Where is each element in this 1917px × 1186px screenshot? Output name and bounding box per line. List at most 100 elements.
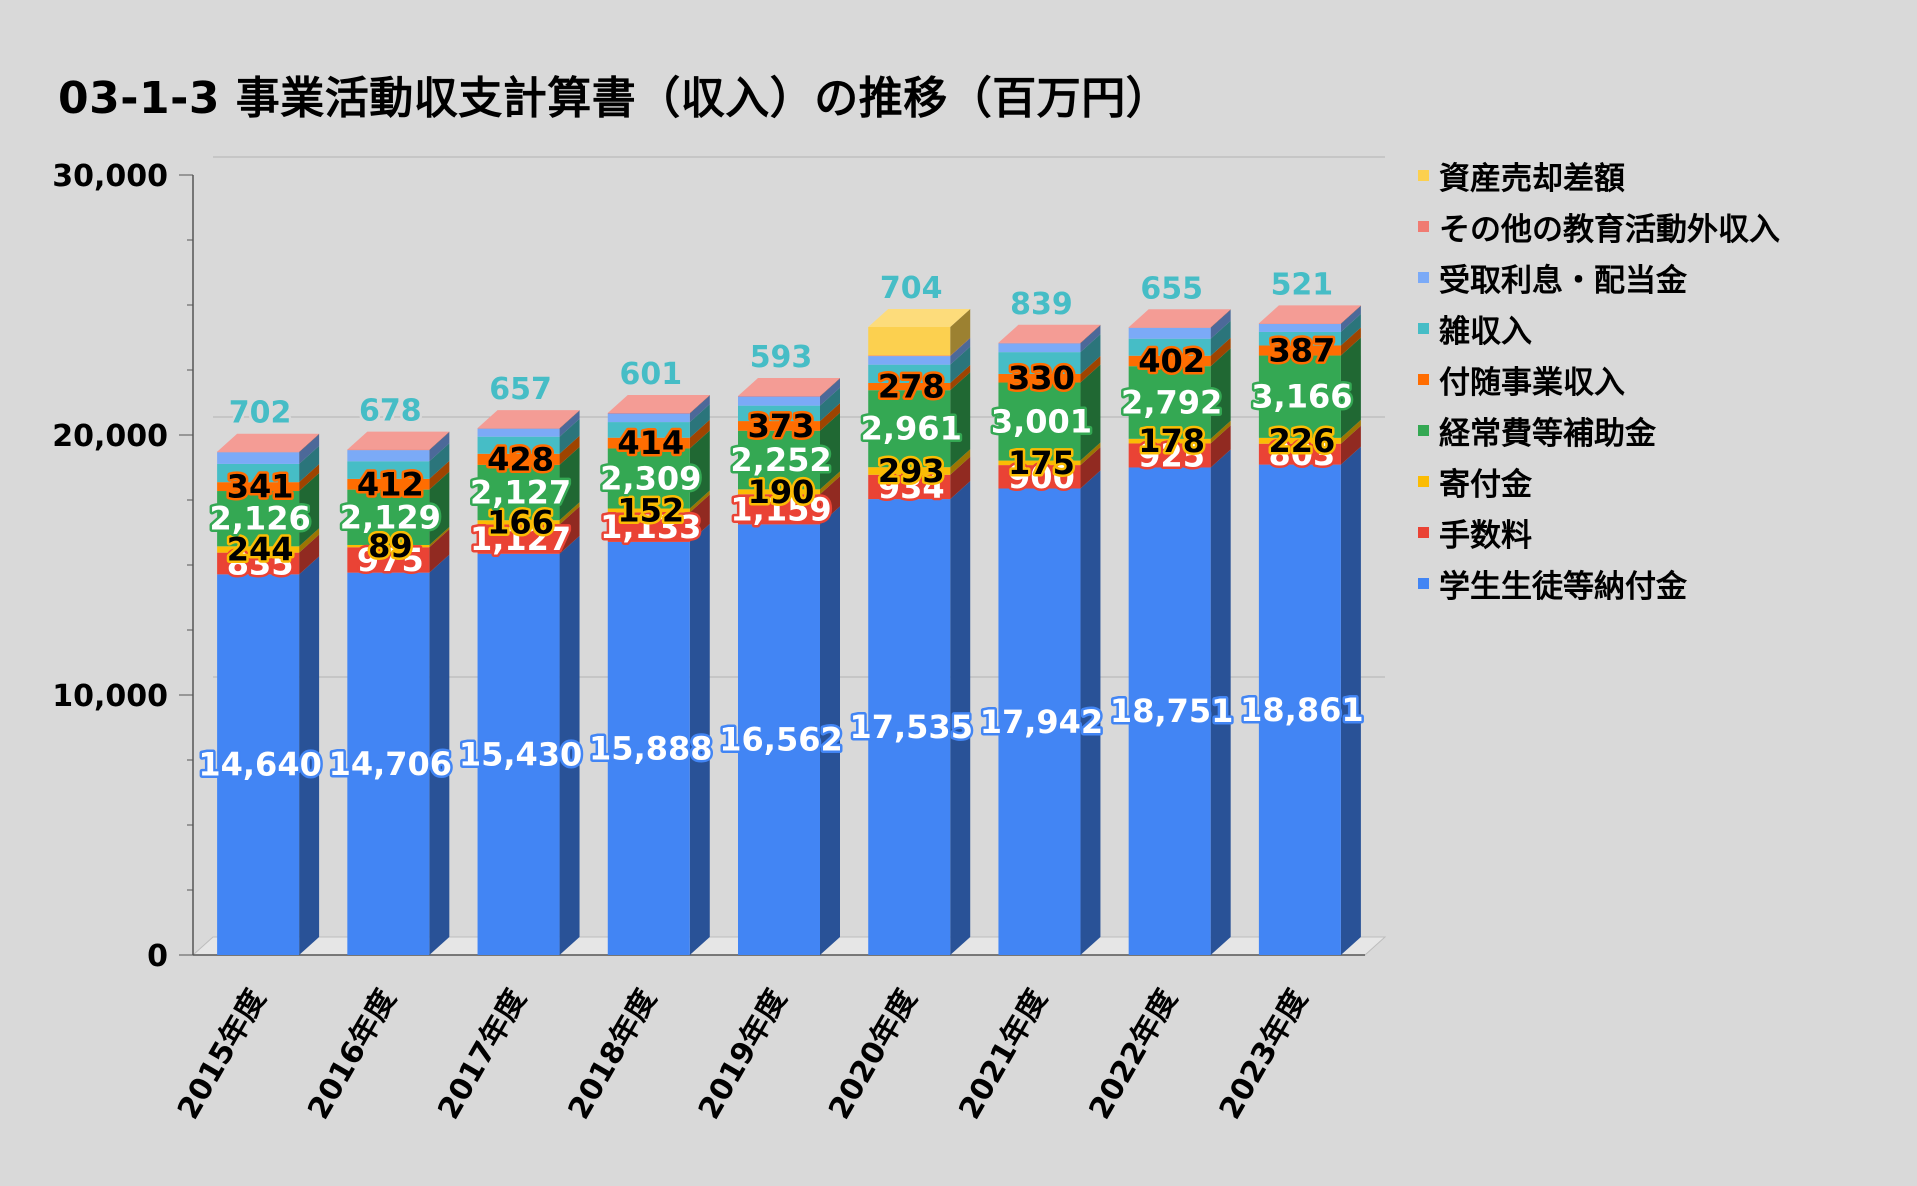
bar-segment-side	[950, 308, 971, 356]
data-label: 14,706	[329, 745, 452, 783]
bar-segment	[217, 546, 300, 553]
y-tick-label: 0	[147, 939, 168, 974]
bar-segment	[738, 405, 820, 422]
legend-label: その他の教育活動外収入	[1439, 212, 1780, 248]
data-label: 839	[1010, 287, 1073, 322]
bar-segment	[1128, 366, 1211, 439]
bar-segment-side	[429, 460, 450, 490]
bar-segment-side	[1210, 337, 1231, 367]
bar-segment	[1128, 438, 1211, 444]
x-tick-label: 2017年度	[431, 984, 533, 1126]
bar-segment	[217, 452, 300, 464]
data-label: 975	[357, 541, 424, 579]
bar-segment-side	[689, 430, 710, 509]
bar-segment-side	[689, 394, 710, 414]
data-label: 900	[1008, 458, 1075, 496]
x-tick-label: 2019年度	[692, 984, 794, 1126]
bar-segment	[1128, 355, 1211, 367]
legend-swatch	[1418, 170, 1429, 181]
bar-top	[1128, 309, 1231, 328]
legend-label: 付随事業収入	[1439, 365, 1625, 401]
bar-segment-side	[820, 378, 840, 397]
bar-segment-side	[1210, 425, 1231, 468]
bar-segment	[738, 489, 820, 495]
bar-segment	[477, 553, 560, 955]
bar-segment	[477, 428, 560, 429]
data-label: 601	[619, 357, 682, 392]
bar-segment-side	[429, 431, 450, 451]
bar-top	[868, 308, 971, 327]
bar-segment-side	[689, 419, 710, 449]
bar-segment	[477, 520, 560, 525]
bar-segment-side	[1080, 324, 1101, 344]
bar-segment-side	[1080, 364, 1101, 461]
data-label: 178	[1138, 422, 1205, 460]
bar-segment-side	[950, 364, 971, 391]
bar-segment	[347, 572, 430, 955]
bar-segment-side	[950, 372, 971, 468]
data-label: 2,961	[861, 410, 962, 448]
bar-segment	[347, 461, 430, 479]
bar-segment	[998, 352, 1081, 374]
bar-group	[1128, 309, 1231, 955]
bar-segment-side	[299, 556, 320, 955]
bar-segment	[868, 355, 951, 357]
legend-label: 資産売却差額	[1439, 161, 1625, 197]
bar-segment	[217, 463, 300, 483]
data-label: 414	[617, 424, 684, 462]
legend: 資産売却差額 その他の教育活動外収入 受取利息・配当金 雑収入 付随事業収入 経常費等補助…	[1418, 150, 1780, 609]
bar-group	[998, 324, 1101, 955]
bar-segment	[347, 449, 430, 451]
data-label: 803	[1268, 435, 1335, 473]
bar-group	[1258, 305, 1361, 955]
bar-segment-side	[1210, 320, 1231, 356]
bar-segment-side	[689, 494, 710, 542]
data-label: 278	[878, 368, 945, 406]
bar-segment-side	[299, 528, 320, 553]
bar-segment	[998, 382, 1081, 461]
bar-segment	[868, 474, 951, 500]
data-label: 934	[878, 468, 945, 506]
bar-segment-side	[1210, 309, 1231, 339]
bar-segment-side	[1080, 334, 1101, 374]
bar-segment	[477, 436, 560, 454]
bar-segment	[738, 421, 820, 431]
x-tick-label: 2016年度	[301, 984, 403, 1126]
bar-top	[607, 394, 710, 413]
bar-segment	[738, 396, 820, 397]
legend-swatch	[1418, 476, 1429, 487]
bar-segment-side	[1210, 348, 1231, 439]
bar-segment	[217, 491, 300, 547]
bar-segment-side	[950, 449, 971, 475]
bar-segment	[607, 541, 690, 955]
bar-segment	[217, 451, 300, 453]
bar-segment-side	[820, 476, 840, 525]
bar-segment-side	[299, 464, 320, 492]
data-label: 373	[748, 407, 815, 445]
bar-segment-side	[429, 443, 450, 479]
bar-top	[477, 410, 580, 429]
bar-segment	[998, 342, 1081, 344]
y-tick-label: 10,000	[52, 679, 168, 714]
bar-segment	[217, 574, 300, 955]
y-tick-label: 30,000	[52, 159, 168, 194]
legend-swatch	[1418, 272, 1429, 283]
bar-segment-side	[689, 490, 710, 513]
chart-title: 03-1-3 事業活動収支計算書（収入）の推移（百万円）	[58, 73, 1171, 124]
bar-segment-side	[559, 446, 580, 521]
data-label: 17,942	[980, 703, 1103, 741]
data-label: 3,166	[1251, 378, 1352, 416]
bar-segment-side	[299, 445, 320, 483]
bar-segment	[868, 467, 951, 475]
bar-segment	[868, 382, 951, 391]
data-label: 14,640	[198, 746, 321, 784]
bar-segment-side	[950, 338, 971, 365]
bar-segment	[868, 356, 951, 365]
legend-item: 資産売却差額	[1418, 150, 1780, 201]
data-label: 17,535	[849, 708, 972, 746]
bar-segment-side	[820, 506, 840, 955]
bar-segment	[868, 326, 951, 356]
legend-item: 雑収入	[1418, 303, 1780, 354]
bar-segment-side	[559, 535, 580, 955]
